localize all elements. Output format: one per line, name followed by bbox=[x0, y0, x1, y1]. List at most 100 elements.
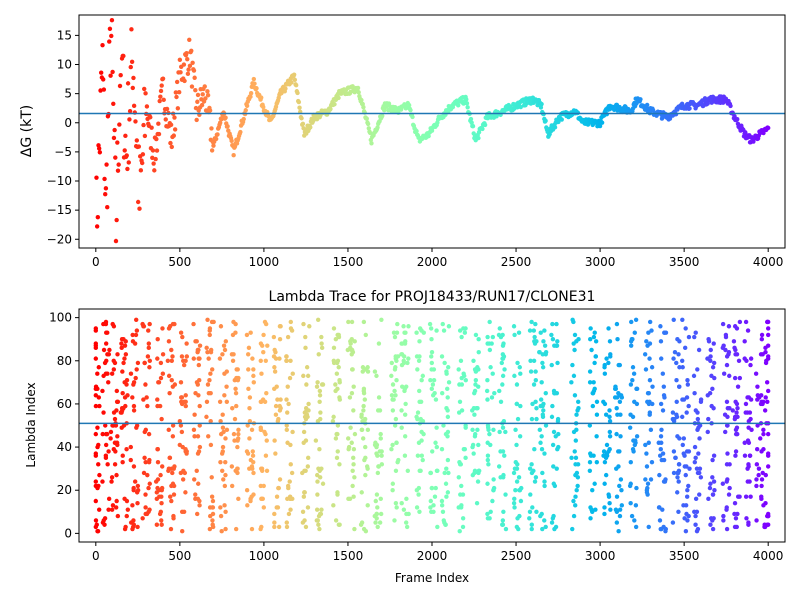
lambda-point bbox=[335, 449, 340, 454]
y-tick-label: 100 bbox=[49, 311, 72, 325]
lambda-point bbox=[607, 414, 612, 420]
lambda-point bbox=[518, 498, 524, 504]
delta-g-point bbox=[673, 112, 679, 117]
delta-g-point bbox=[109, 17, 115, 23]
delta-g-point bbox=[124, 153, 129, 158]
lambda-point bbox=[233, 526, 239, 532]
lambda-point bbox=[157, 511, 163, 517]
lambda-point bbox=[475, 365, 480, 370]
delta-g-point bbox=[161, 97, 166, 103]
lambda-point bbox=[197, 444, 203, 450]
lambda-point bbox=[284, 423, 289, 428]
lambda-point bbox=[363, 472, 368, 478]
lambda-point bbox=[515, 462, 520, 467]
lambda-point bbox=[476, 442, 481, 448]
lambda-point bbox=[96, 507, 102, 512]
lambda-points bbox=[93, 317, 771, 534]
lambda-point bbox=[694, 509, 700, 514]
lambda-point bbox=[594, 434, 599, 439]
lambda-point bbox=[588, 337, 593, 342]
lambda-point bbox=[686, 334, 692, 340]
lambda-point bbox=[613, 507, 619, 512]
lambda-point bbox=[331, 503, 336, 508]
lambda-point bbox=[763, 395, 768, 400]
delta-g-point bbox=[218, 120, 223, 125]
lambda-point bbox=[394, 377, 399, 383]
lambda-point bbox=[159, 500, 164, 506]
lambda-point bbox=[125, 393, 130, 398]
lambda-point bbox=[197, 403, 202, 409]
lambda-point bbox=[430, 449, 435, 454]
lambda-point bbox=[737, 494, 742, 499]
lambda-point bbox=[143, 427, 148, 433]
lambda-point bbox=[607, 408, 612, 413]
lambda-point bbox=[748, 356, 754, 361]
lambda-point bbox=[445, 408, 450, 413]
lambda-point bbox=[457, 459, 462, 465]
lambda-point bbox=[197, 343, 203, 348]
lambda-point bbox=[488, 442, 493, 448]
lambda-point bbox=[160, 326, 165, 331]
lambda-point bbox=[501, 509, 506, 514]
lambda-point bbox=[169, 498, 174, 504]
delta-g-point bbox=[300, 121, 306, 127]
lambda-point bbox=[113, 423, 119, 428]
lambda-point bbox=[122, 356, 127, 361]
lambda-point bbox=[693, 496, 699, 502]
lambda-point bbox=[306, 401, 311, 407]
lambda-point bbox=[159, 494, 164, 499]
lambda-point bbox=[359, 520, 365, 525]
lambda-point bbox=[315, 472, 320, 478]
lambda-point bbox=[602, 481, 607, 486]
lambda-point bbox=[687, 466, 692, 471]
x-tick-label: 3000 bbox=[585, 255, 616, 269]
lambda-point bbox=[748, 362, 753, 368]
lambda-point bbox=[463, 377, 468, 383]
lambda-point bbox=[315, 492, 320, 497]
lambda-point bbox=[489, 341, 494, 346]
lambda-point bbox=[123, 339, 128, 344]
lambda-point bbox=[204, 414, 209, 420]
lambda-point bbox=[319, 507, 324, 512]
lambda-point bbox=[457, 529, 462, 534]
lambda-point bbox=[94, 522, 99, 527]
lambda-point bbox=[420, 418, 426, 424]
delta-g-point bbox=[355, 85, 361, 91]
delta-g-point bbox=[104, 162, 109, 167]
lambda-point bbox=[517, 434, 523, 439]
delta-g-point bbox=[103, 191, 108, 197]
lambda-point bbox=[733, 453, 738, 458]
lambda-point bbox=[303, 524, 309, 530]
lambda-point bbox=[712, 488, 717, 493]
lambda-point bbox=[333, 382, 338, 387]
delta-g-point bbox=[127, 117, 132, 122]
lambda-point bbox=[349, 440, 354, 445]
lambda-point bbox=[345, 347, 351, 353]
lambda-point bbox=[474, 500, 480, 506]
lambda-point bbox=[334, 371, 340, 376]
lambda-point bbox=[692, 390, 697, 396]
delta-g-point bbox=[157, 98, 162, 104]
lambda-point bbox=[141, 470, 147, 476]
lambda-point bbox=[660, 507, 665, 512]
lambda-point bbox=[711, 360, 717, 366]
delta-g-point bbox=[599, 120, 605, 125]
lambda-point bbox=[619, 503, 625, 508]
lambda-point bbox=[159, 485, 165, 491]
lambda-point bbox=[334, 455, 340, 461]
lambda-point bbox=[439, 447, 445, 452]
lambda-point bbox=[499, 360, 504, 366]
delta-g-point bbox=[136, 144, 142, 149]
lambda-point bbox=[417, 388, 422, 394]
lambda-point bbox=[529, 522, 534, 527]
lambda-point bbox=[555, 416, 561, 422]
lambda-point bbox=[440, 321, 445, 327]
lambda-point bbox=[685, 377, 690, 383]
delta-g-point bbox=[115, 140, 120, 145]
delta-g-point bbox=[175, 106, 181, 111]
lambda-point bbox=[490, 371, 495, 376]
lambda-point bbox=[289, 470, 295, 476]
lambda-point bbox=[492, 390, 497, 396]
lambda-point bbox=[734, 401, 740, 407]
